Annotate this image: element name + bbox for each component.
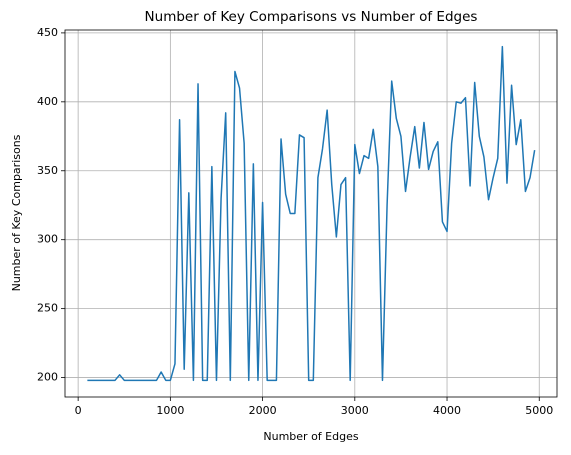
y-tick-label: 400 [37, 95, 58, 108]
x-tick-label: 3000 [341, 404, 369, 417]
chart-title: Number of Key Comparisons vs Number of E… [145, 9, 478, 25]
y-tick-label: 200 [37, 371, 58, 384]
x-tick-label: 5000 [525, 404, 553, 417]
y-tick-label: 250 [37, 302, 58, 315]
data-line [87, 45, 536, 382]
x-tick-label: 0 [75, 404, 82, 417]
y-axis-label: Number of Key Comparisons [10, 134, 23, 291]
y-tick-label: 300 [37, 233, 58, 246]
x-tick-label: 2000 [249, 404, 277, 417]
x-axis-label: Number of Edges [263, 430, 358, 443]
y-tick-label: 450 [37, 26, 58, 39]
x-tick-label: 4000 [433, 404, 461, 417]
y-tick-label: 350 [37, 164, 58, 177]
x-tick-label: 1000 [156, 404, 184, 417]
plot-frame [64, 29, 558, 398]
